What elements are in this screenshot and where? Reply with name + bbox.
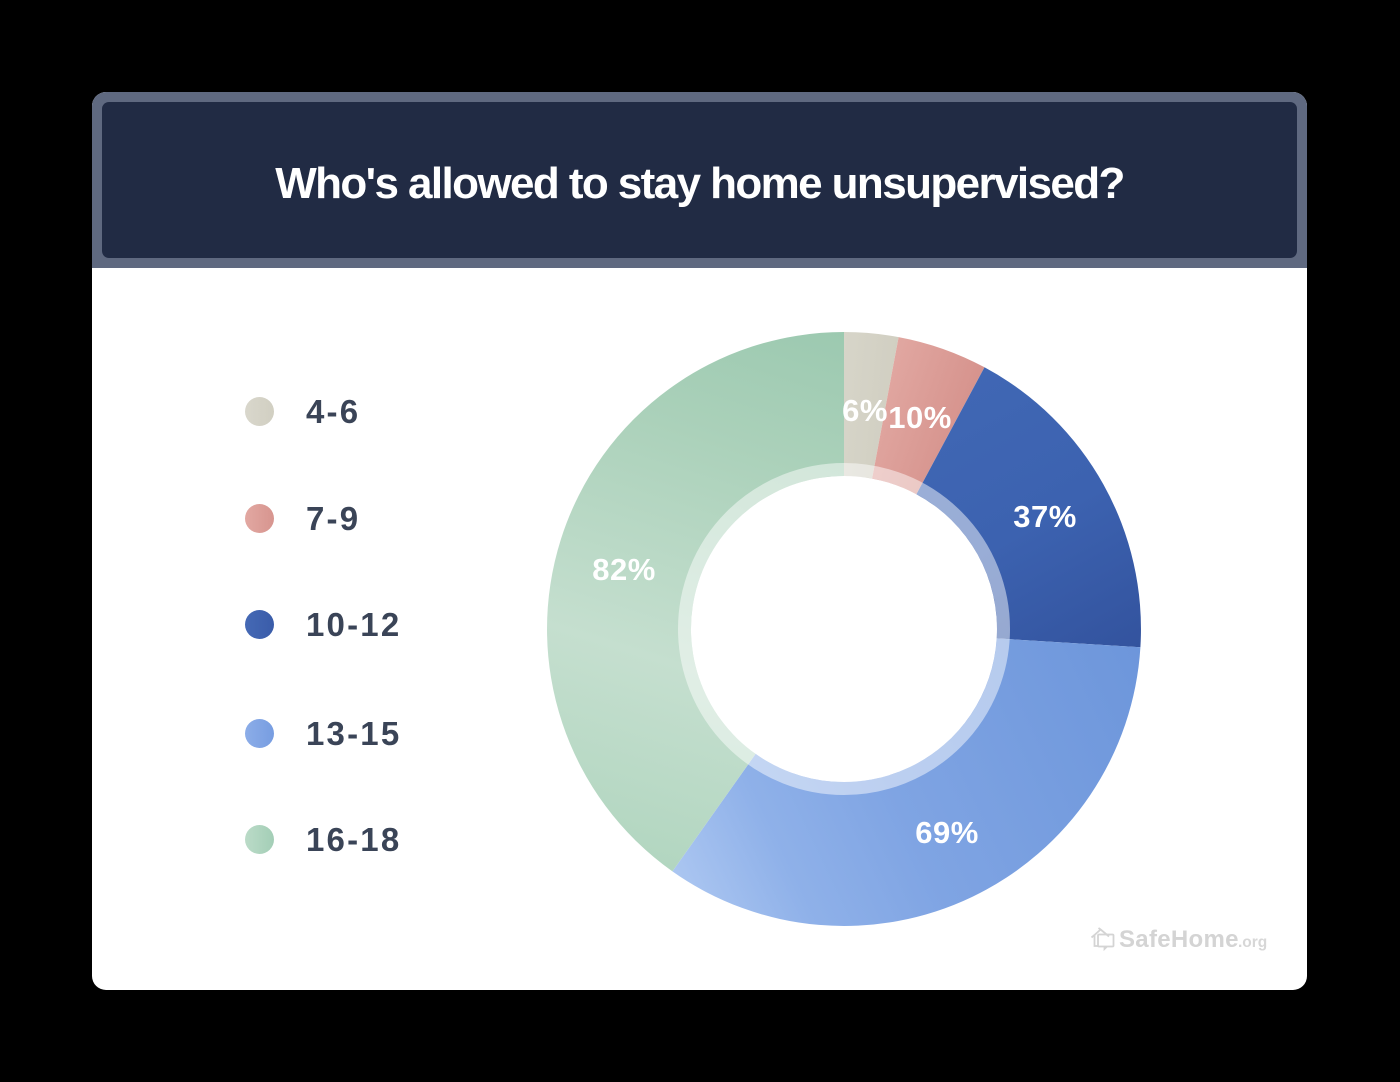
svg-text:SafeHome: SafeHome — [1119, 926, 1239, 953]
svg-text:.org: .org — [1238, 934, 1267, 951]
